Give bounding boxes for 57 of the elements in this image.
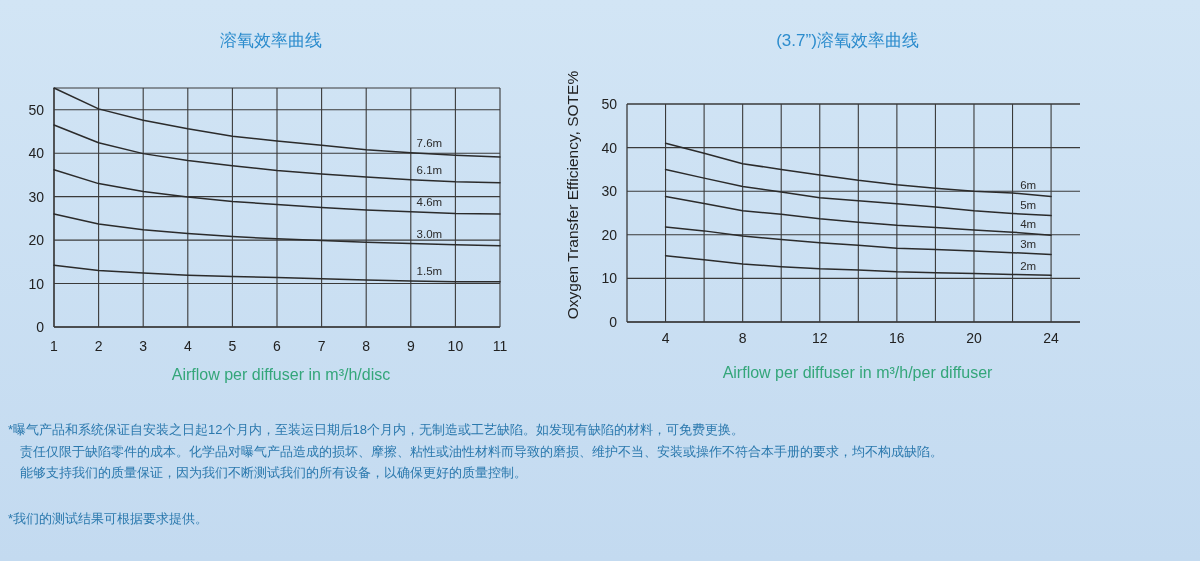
series-label: 4.6m <box>416 196 443 209</box>
series-label: 7.6m <box>416 137 443 150</box>
line-series <box>53 213 501 247</box>
text: *我们的测试结果可根据要求提供。 <box>8 511 209 526</box>
series-label: 1.5m <box>416 265 443 278</box>
x-tick-label: 11 <box>492 338 508 354</box>
line-series <box>664 168 1052 217</box>
y-tick-label: 20 <box>601 226 618 243</box>
x-axis-title: Airflow per diffuser in m³/h/disc <box>171 366 391 383</box>
series-label: 4m <box>1020 217 1037 230</box>
series-label: 3m <box>1020 238 1037 251</box>
x-tick-label: 4 <box>661 330 670 346</box>
x-tick-label: 5 <box>228 338 237 354</box>
y-tick-label: 10 <box>601 270 618 287</box>
y-tick-label: 10 <box>28 275 45 292</box>
x-tick-label: 9 <box>406 338 415 354</box>
chart-title: 溶氧效率曲线 <box>220 31 322 50</box>
text: 责任仅限于缺陷零件的成本。化学品对曝气产品造成的损坏、摩擦、粘性或油性材料而导致的磨损、维护不当、安装或操作不符合本手册的要求，均不构成缺陷。 <box>20 444 943 459</box>
line-series <box>664 254 1052 277</box>
line-series <box>53 264 501 283</box>
y-tick-label: 50 <box>601 96 618 112</box>
y-tick-label: 0 <box>36 319 45 335</box>
x-tick-label: 24 <box>1043 330 1060 346</box>
x-tick-label: 7 <box>317 338 326 354</box>
series-label: 5m <box>1020 198 1037 211</box>
x-tick-label: 20 <box>966 330 982 346</box>
x-tick-label: 10 <box>447 338 464 354</box>
text: 能够支持我们的质量保证，因为我们不断测试我们的所有设备，以确保更好的质量控制。 <box>20 465 527 480</box>
line-series <box>664 226 1052 256</box>
y-tick-label: 40 <box>601 139 618 156</box>
x-tick-label: 12 <box>811 330 828 346</box>
line-series <box>664 195 1052 236</box>
x-tick-label: 6 <box>273 338 282 354</box>
chart-title: (3.7”)溶氧效率曲线 <box>776 31 919 50</box>
series-label: 2m <box>1020 259 1037 272</box>
x-tick-label: 4 <box>183 338 192 354</box>
x-axis-title: Airflow per diffuser in m³/h/per diffuser <box>722 364 994 381</box>
y-tick-label: 50 <box>28 101 45 118</box>
x-tick-label: 16 <box>889 330 905 346</box>
line-series <box>53 168 501 215</box>
y-tick-label: 20 <box>28 232 45 249</box>
series-label: 6.1m <box>416 163 443 176</box>
x-tick-label: 2 <box>94 338 103 354</box>
x-tick-label: 3 <box>139 338 148 354</box>
y-tick-label: 30 <box>28 188 45 205</box>
y-tick-label: 40 <box>28 145 45 162</box>
x-tick-label: 8 <box>738 330 747 346</box>
x-tick-label: 8 <box>362 338 371 354</box>
text: *曝气产品和系统保证自安装之日起12个月内，至装运日期后18个月内，无制造或工艺缺陷。如发现有缺陷的材料，可免费更换。 <box>8 422 744 437</box>
y-axis-title: Oxygen Transfer Efficiency, SOTE% <box>564 70 581 320</box>
series-label: 3.0m <box>416 227 443 240</box>
y-tick-label: 30 <box>601 183 618 200</box>
line-series <box>664 142 1052 198</box>
line-series <box>53 124 501 184</box>
x-tick-label: 1 <box>50 338 59 354</box>
y-tick-label: 0 <box>609 314 618 330</box>
series-label: 6m <box>1020 178 1037 191</box>
